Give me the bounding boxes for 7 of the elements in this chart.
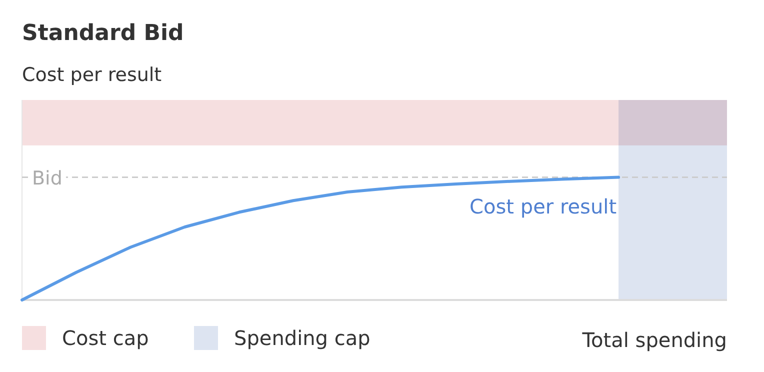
y-axis-title: Cost per result <box>22 64 162 86</box>
chart-title: Standard Bid <box>22 21 184 46</box>
x-axis-title: Total spending <box>581 328 727 352</box>
series-label: Cost per result <box>470 194 617 218</box>
text: Spending cap <box>234 326 370 350</box>
legend-label: Cost cap <box>62 326 149 350</box>
ref-line-label: Bid <box>32 167 62 190</box>
